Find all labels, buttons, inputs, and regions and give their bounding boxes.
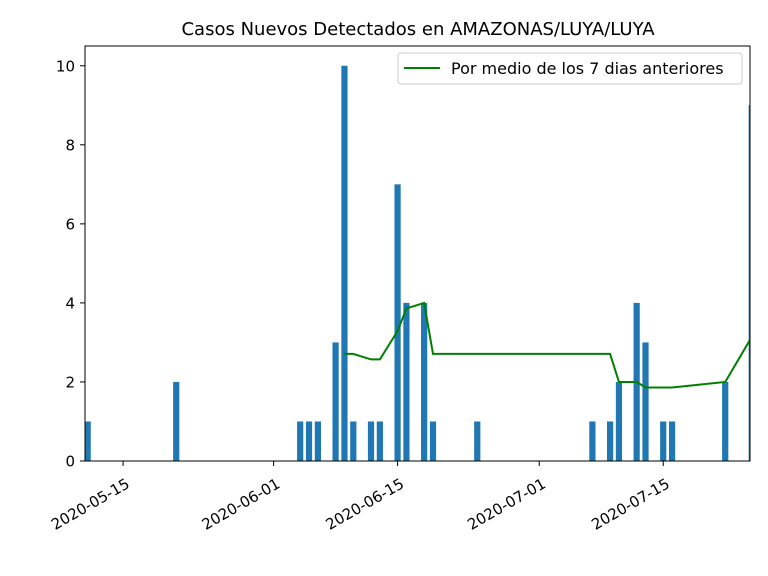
bar [297, 421, 304, 461]
legend-label: Por medio de los 7 dias anteriores [451, 59, 724, 78]
bar [376, 421, 383, 461]
bar [660, 421, 667, 461]
bar [314, 421, 321, 461]
bar [394, 184, 401, 461]
bar [305, 421, 313, 461]
bar [332, 342, 339, 461]
bar [606, 421, 614, 461]
bar [429, 421, 437, 461]
y-tick-label: 8 [65, 136, 75, 154]
bar [668, 421, 676, 461]
y-tick-label: 6 [65, 215, 75, 233]
bar [421, 302, 428, 461]
y-tick-label: 2 [65, 373, 75, 391]
y-tick-label: 0 [65, 453, 75, 471]
bar [173, 381, 180, 461]
bar [589, 421, 596, 461]
bar [341, 65, 348, 461]
bar [350, 421, 357, 461]
bar [722, 381, 729, 461]
bar [642, 342, 649, 461]
bar [367, 421, 375, 461]
series-line [344, 301, 750, 389]
bar [403, 302, 410, 461]
y-axis: 0 2 4 6 8 10 [56, 57, 85, 471]
bar [474, 421, 481, 461]
chart-title: Casos Nuevos Detectados en AMAZONAS/LUYA… [181, 19, 655, 40]
legend-box [397, 52, 743, 85]
y-tick-label: 10 [56, 57, 75, 75]
bar [85, 421, 91, 461]
bar [748, 105, 750, 461]
plot-frame [84, 45, 751, 462]
y-tick-label: 4 [65, 294, 75, 312]
bar [615, 381, 623, 461]
legend: Por medio de los 7 dias anteriores [397, 52, 743, 85]
